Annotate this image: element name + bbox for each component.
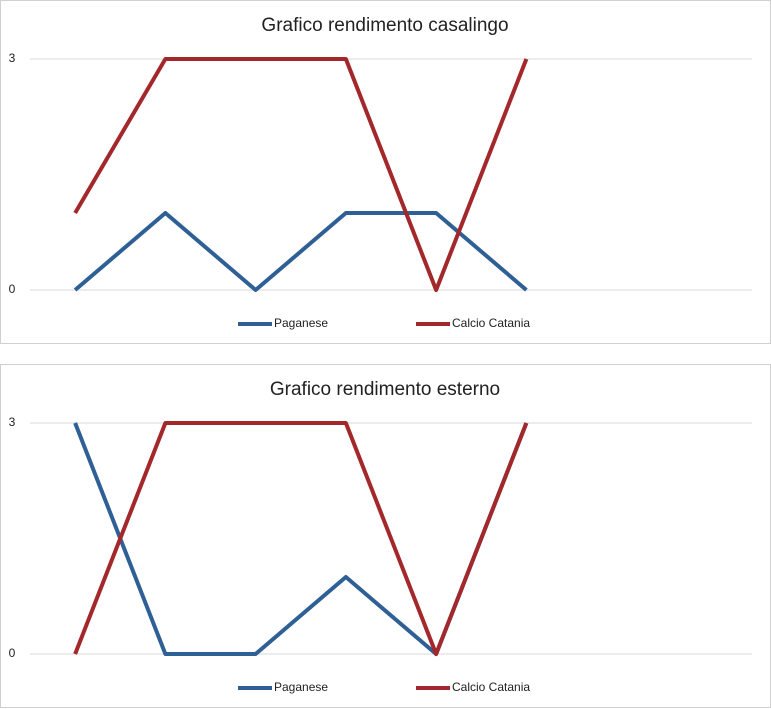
y-tick-label: 3 — [9, 415, 16, 429]
series-line — [73, 211, 528, 292]
legend-label: Calcio Catania — [452, 680, 530, 694]
chart-frame — [0, 0, 771, 344]
series-line — [73, 421, 529, 656]
chart-frame — [0, 364, 771, 708]
legend-label: Paganese — [274, 316, 328, 330]
legend-label: Calcio Catania — [452, 316, 530, 330]
y-tick-label: 3 — [9, 51, 16, 65]
chart-title: Grafico rendimento esterno — [270, 379, 500, 400]
chart-title: Grafico rendimento casalingo — [261, 15, 508, 36]
y-tick-label: 0 — [9, 646, 16, 660]
y-tick-label: 0 — [9, 282, 16, 296]
series-line — [73, 57, 529, 292]
legend-label: Paganese — [274, 680, 328, 694]
